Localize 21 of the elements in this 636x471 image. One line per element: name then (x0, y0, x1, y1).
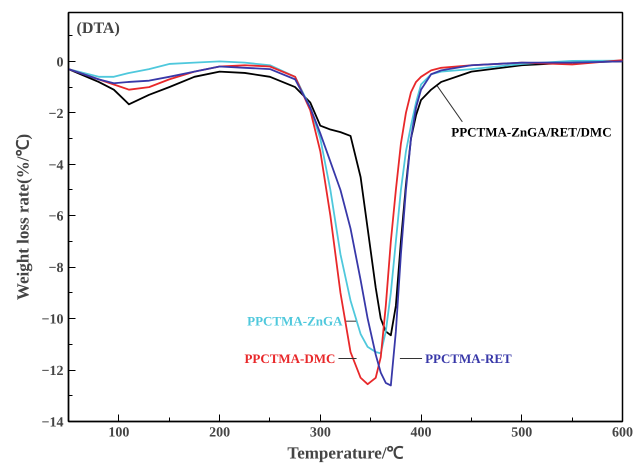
x-tick-label: 600 (612, 426, 633, 440)
y-tick-label: −8 (48, 261, 64, 276)
y-axis-title: Weight loss rate(%/℃) (14, 134, 33, 300)
x-tick-label: 100 (108, 426, 130, 440)
y-tick-label: −2 (48, 106, 64, 122)
x-tick-label: 400 (410, 426, 432, 440)
y-tick-label: 0 (56, 55, 64, 70)
y-tick-label: −6 (48, 210, 64, 225)
text: PPCTMA-ZnGA/RET/DMC (451, 124, 612, 140)
text: PPCTMA-RET (425, 350, 512, 366)
x-tick-label: 300 (310, 426, 331, 440)
x-axis-title: Temperature/℃ (287, 444, 404, 462)
x-tick-label: 500 (511, 426, 532, 440)
y-tick-label: −12 (42, 364, 64, 380)
series-label: PPCTMA-DMC (244, 350, 336, 366)
y-tick-label: −4 (48, 158, 64, 174)
y-tick-label: −14 (42, 416, 64, 430)
series-label: PPCTMA-ZnGA (247, 314, 344, 329)
x-tick-label: 200 (209, 426, 230, 440)
text: (DTA) (76, 20, 120, 38)
y-tick-label: −10 (42, 312, 64, 328)
